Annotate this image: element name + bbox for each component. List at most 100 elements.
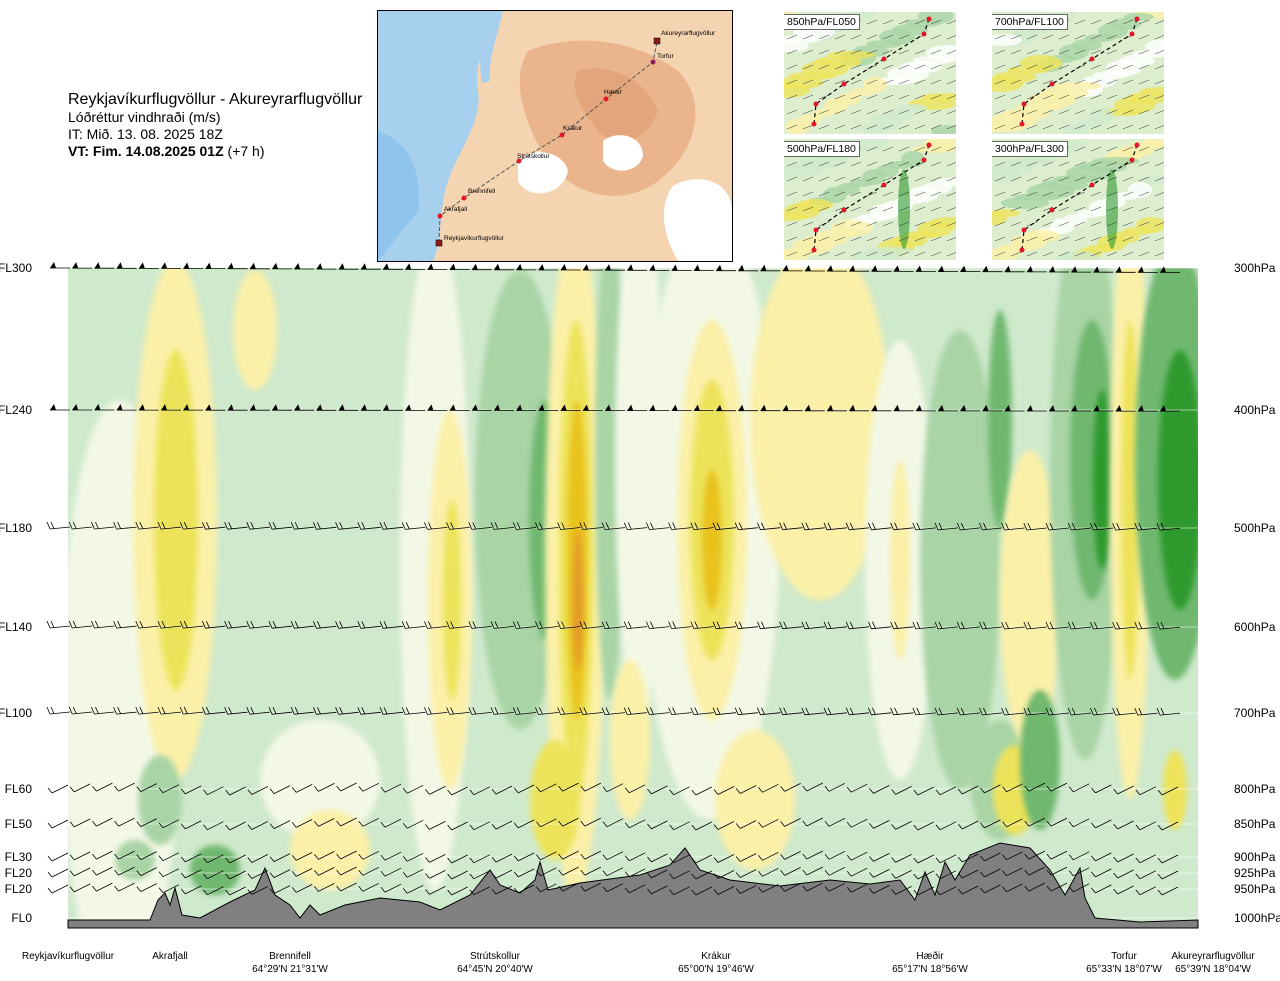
wind-barb bbox=[956, 522, 981, 531]
wind-barb bbox=[358, 817, 379, 827]
minimap-barb bbox=[946, 125, 956, 130]
wind-barb bbox=[180, 853, 202, 863]
wind-barb bbox=[845, 707, 870, 716]
wind-barb bbox=[469, 854, 490, 864]
location-label: Reykjavíkurflugvöllur bbox=[8, 950, 128, 963]
field-blob bbox=[233, 270, 277, 390]
minimap-barb bbox=[850, 109, 862, 115]
minimap-barb bbox=[930, 146, 942, 152]
wind-barb bbox=[691, 821, 712, 831]
wind-barb bbox=[1046, 850, 1068, 860]
wind-barb bbox=[845, 522, 870, 531]
wind-barb bbox=[135, 706, 159, 715]
wind-barb bbox=[915, 265, 936, 272]
wind-barb bbox=[357, 707, 381, 715]
minimap-barb bbox=[994, 34, 1006, 40]
field-blob bbox=[115, 840, 155, 880]
minimap-barb bbox=[1026, 236, 1038, 242]
wind-barb bbox=[336, 782, 357, 792]
minimap-barb bbox=[1026, 64, 1038, 70]
wind-barb bbox=[157, 706, 182, 715]
wind-barb bbox=[1046, 882, 1068, 892]
wind-barb bbox=[179, 620, 204, 629]
minimap-barb bbox=[850, 49, 862, 55]
wind-barb bbox=[1090, 522, 1114, 531]
minimap-700-svg bbox=[992, 12, 1164, 134]
wind-barb bbox=[471, 404, 492, 411]
wind-barb bbox=[671, 404, 692, 412]
wind-barb bbox=[845, 621, 870, 630]
wind-barb bbox=[114, 817, 135, 827]
wind-barb bbox=[47, 784, 69, 794]
minimap-barb bbox=[1074, 236, 1086, 242]
wind-barb bbox=[738, 404, 759, 412]
minimap-barb bbox=[850, 34, 862, 40]
wind-barb bbox=[269, 853, 291, 862]
minimap-barb bbox=[850, 191, 862, 197]
wind-barb bbox=[380, 783, 402, 793]
minimap-barb bbox=[866, 79, 878, 85]
wind-barb bbox=[823, 522, 848, 531]
wind-barb bbox=[935, 870, 957, 880]
minimap-barb bbox=[834, 236, 846, 242]
wind-barb bbox=[1112, 707, 1136, 716]
minimap-barb bbox=[882, 236, 894, 242]
wind-barb bbox=[668, 621, 692, 629]
minimap-barb bbox=[1010, 49, 1022, 55]
minimap-waypoint bbox=[1021, 101, 1027, 107]
location-coord: 64°29'N 21°31'W bbox=[252, 964, 328, 975]
minimap-field bbox=[1041, 87, 1089, 99]
minimap-barb bbox=[946, 95, 956, 100]
pressure-tick-label: 500hPa bbox=[1234, 521, 1276, 535]
wind-barb bbox=[314, 883, 335, 892]
wind-barb bbox=[249, 404, 270, 411]
field-blob bbox=[890, 460, 910, 660]
wind-barb bbox=[780, 818, 801, 827]
minimap-barb bbox=[1138, 34, 1150, 40]
minimap-barb bbox=[1058, 34, 1070, 40]
minimap-barb bbox=[1090, 146, 1102, 152]
wind-barb bbox=[536, 783, 557, 793]
minimap-barb bbox=[818, 206, 830, 212]
minimap-barb bbox=[1154, 237, 1164, 242]
wind-barb bbox=[246, 621, 270, 629]
minimap-barb bbox=[930, 206, 942, 212]
wind-barb bbox=[891, 786, 912, 795]
minimap-barb bbox=[1042, 124, 1054, 130]
wind-barb bbox=[471, 263, 492, 271]
minimap-barb bbox=[834, 124, 846, 130]
minimap-barb bbox=[882, 161, 894, 167]
wind-barb bbox=[1160, 405, 1180, 412]
minimap-barb bbox=[1154, 65, 1164, 70]
wind-barb bbox=[1091, 819, 1112, 829]
minimap-barb bbox=[1026, 161, 1038, 167]
minimap-barb bbox=[786, 49, 798, 55]
minimap-barb bbox=[1058, 206, 1070, 212]
minimap-barb bbox=[802, 251, 814, 257]
wind-barb bbox=[314, 851, 335, 860]
minimap-barb bbox=[1010, 79, 1022, 85]
minimap-barb bbox=[802, 206, 814, 212]
minimap-field bbox=[1058, 251, 1100, 260]
location-name: Akureyrarflugvöllur bbox=[1171, 951, 1255, 962]
wind-barb bbox=[272, 404, 292, 411]
wind-barb bbox=[868, 522, 892, 531]
minimap-barb bbox=[866, 34, 878, 40]
minimap-barb bbox=[802, 49, 814, 55]
minimap-barb bbox=[882, 146, 894, 152]
wind-barb bbox=[1049, 266, 1069, 273]
wind-barb bbox=[447, 870, 468, 880]
wind-barb bbox=[602, 818, 624, 828]
wind-barb bbox=[601, 621, 626, 629]
wind-barbs bbox=[46, 262, 1181, 896]
valid-time-offset: (+7 h) bbox=[223, 143, 265, 159]
minimap-barb bbox=[1106, 176, 1118, 182]
wind-barb bbox=[1113, 885, 1134, 895]
wind-barb bbox=[294, 404, 315, 411]
wind-barb bbox=[757, 621, 781, 630]
wind-barb bbox=[69, 867, 91, 877]
minimap-field bbox=[1064, 124, 1088, 134]
wind-barb bbox=[268, 621, 293, 629]
wind-barb bbox=[802, 882, 823, 892]
minimap-field bbox=[1144, 139, 1164, 147]
